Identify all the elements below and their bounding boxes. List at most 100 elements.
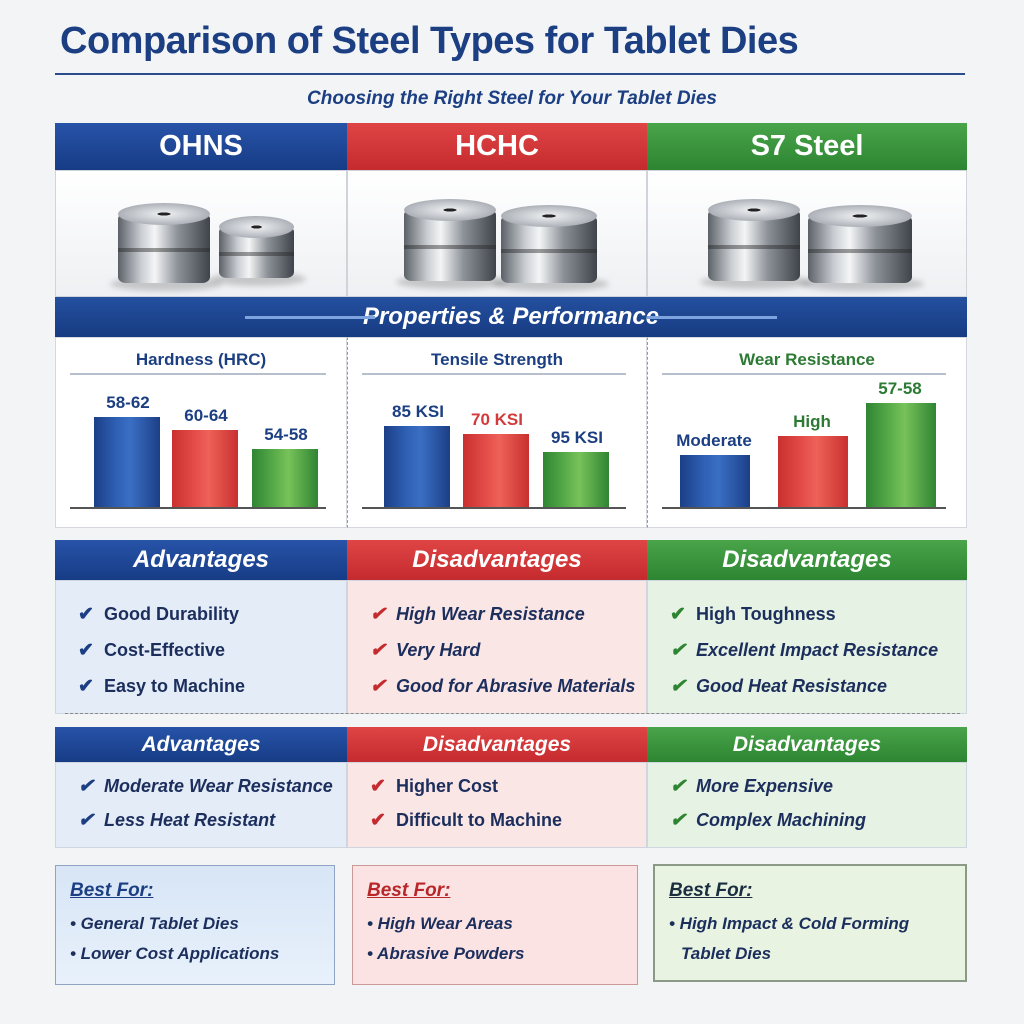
- check-icon: ✔: [670, 640, 686, 661]
- check-icon: ✔: [370, 676, 386, 697]
- best-for-title: Best For:: [70, 880, 154, 901]
- subtitle: Choosing the Right Steel for Your Tablet…: [307, 88, 717, 109]
- die-image: [55, 170, 347, 297]
- best-for-item: • High Wear Areas: [367, 914, 513, 933]
- bar-label: Moderate: [676, 431, 752, 450]
- bar-label: 85 KSI: [392, 402, 444, 421]
- steel-die-icon: [501, 205, 597, 283]
- die-groove: [708, 245, 800, 249]
- list-item: ✔ Easy to Machine: [78, 675, 245, 698]
- chart-title-rule: [362, 373, 626, 375]
- best-for-item: • General Tablet Dies: [70, 914, 239, 933]
- steel-die-icon: [118, 203, 210, 283]
- bar-label: 60-64: [184, 406, 228, 425]
- die-image: [347, 170, 647, 297]
- list-item-text: High Wear Resistance: [396, 604, 585, 624]
- check-icon: ✔: [78, 676, 94, 697]
- bar-s7-steel: [252, 449, 318, 507]
- steel-die-icon: [404, 199, 496, 281]
- list-item-text: Good for Abrasive Materials: [396, 676, 636, 696]
- column-header-hchc: HCHC: [347, 123, 647, 170]
- bar-label: 54-58: [264, 425, 308, 444]
- bar-label: High: [793, 412, 831, 431]
- best-for-box: Best For: • General Tablet Dies • Lower Co…: [55, 865, 335, 985]
- best-for-item: • Abrasive Powders: [367, 944, 525, 963]
- list-item-text: Less Heat Resistant: [104, 810, 276, 830]
- bar-ohns: [94, 417, 160, 507]
- best-for-item: • High Impact & Cold Forming: [669, 914, 910, 933]
- list-item: ✔ Good Heat Resistance: [670, 675, 887, 698]
- title-divider: [55, 73, 965, 75]
- list-item-text: Higher Cost: [396, 776, 499, 796]
- check-icon: ✔: [670, 676, 686, 697]
- section-divider: [65, 713, 960, 714]
- list-item-text: High Toughness: [696, 604, 836, 624]
- steel-die-icon: [219, 216, 294, 278]
- list-item-text: Complex Machining: [696, 810, 867, 830]
- section-header: Disadvantages: [347, 727, 647, 762]
- die-groove: [501, 249, 597, 253]
- column-header-s7: S7 Steel: [647, 123, 967, 170]
- check-icon: ✔: [78, 640, 94, 661]
- check-icon: ✔: [78, 776, 94, 797]
- list-item: ✔ Good Durability: [78, 603, 239, 626]
- check-icon: ✔: [370, 810, 386, 831]
- list-item: ✔ Less Heat Resistant: [78, 809, 275, 832]
- check-icon: ✔: [370, 776, 386, 797]
- section-header: Disadvantages: [647, 727, 967, 762]
- bottom-list: ✔ More Expensive ✔ Complex Machining: [647, 762, 967, 848]
- die-top: [219, 216, 294, 238]
- die-top: [118, 203, 210, 225]
- check-icon: ✔: [670, 604, 686, 625]
- top-list: ✔ High Toughness ✔ Excellent Impact Resista…: [647, 580, 967, 714]
- section-header: Disadvantages: [647, 540, 967, 580]
- check-icon: ✔: [78, 810, 94, 831]
- check-icon: ✔: [78, 604, 94, 625]
- list-item-text: Moderate Wear Resistance: [104, 776, 333, 796]
- die-top: [501, 205, 597, 227]
- die-image: [647, 170, 967, 297]
- bar-label: 70 KSI: [471, 410, 523, 429]
- page-title: Comparison of Steel Types for Tablet Die…: [60, 20, 799, 62]
- chart-title: Wear Resistance: [739, 350, 875, 369]
- top-list: ✔ High Wear Resistance ✔ Very Hard ✔ Good for…: [347, 580, 647, 714]
- list-item-text: More Expensive: [696, 776, 834, 796]
- steel-die-icon: [708, 199, 800, 281]
- chart-title-rule: [662, 373, 946, 375]
- die-groove: [404, 245, 496, 249]
- list-item-text: Good Heat Resistance: [696, 676, 888, 696]
- bar-s7-steel: [543, 452, 609, 507]
- check-icon: ✔: [370, 604, 386, 625]
- bar-hchc: [463, 434, 529, 507]
- best-for-title: Best For:: [367, 880, 451, 901]
- bar-s7-steel: [866, 403, 936, 507]
- chart-title: Tensile Strength: [431, 350, 563, 369]
- list-item-text: Good Durability: [104, 604, 239, 624]
- chart-0: Hardness (HRC) 58-62 60-64 54-58: [55, 337, 347, 528]
- list-item: ✔ Good for Abrasive Materials: [370, 675, 635, 698]
- list-item: ✔ Excellent Impact Resistance: [670, 639, 938, 662]
- bar-label: 57-58: [878, 379, 922, 398]
- list-item: ✔ Higher Cost: [370, 775, 498, 798]
- chart-2: Wear Resistance Moderate High 57-58: [647, 337, 967, 528]
- best-for-box: Best For: • High Wear Areas • Abrasive Pow…: [352, 865, 638, 985]
- chart-baseline: [662, 507, 946, 509]
- section-header: Disadvantages: [347, 540, 647, 580]
- bottom-list: ✔ Higher Cost ✔ Difficult to Machine: [347, 762, 647, 848]
- list-item: ✔ High Toughness: [670, 603, 836, 626]
- chart-baseline: [70, 507, 326, 509]
- bar-label: 58-62: [106, 393, 150, 412]
- best-for-item: Tablet Dies: [681, 944, 772, 963]
- best-for-item: • Lower Cost Applications: [70, 944, 280, 963]
- list-item: ✔ More Expensive: [670, 775, 833, 798]
- list-item: ✔ Moderate Wear Resistance: [78, 775, 333, 798]
- check-icon: ✔: [670, 776, 686, 797]
- list-item: ✔ High Wear Resistance: [370, 603, 585, 626]
- bar-label: 95 KSI: [551, 428, 603, 447]
- die-groove: [219, 252, 294, 256]
- list-item: ✔ Very Hard: [370, 639, 480, 662]
- chart-title: Hardness (HRC): [135, 350, 267, 369]
- list-item-text: Difficult to Machine: [396, 810, 562, 830]
- steel-die-icon: [808, 205, 912, 283]
- list-item-text: Excellent Impact Resistance: [696, 640, 939, 660]
